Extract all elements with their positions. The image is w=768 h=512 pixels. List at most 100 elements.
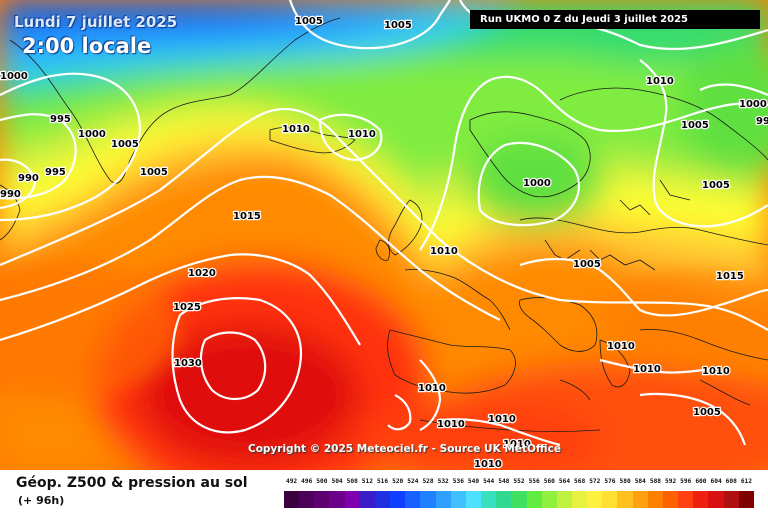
map-footer: Géop. Z500 & pression au sol (+ 96h) 492… xyxy=(0,470,768,512)
legend-color-cell xyxy=(541,491,557,508)
legend-label: 520 xyxy=(392,478,404,485)
isobar-label: 1005 xyxy=(111,139,139,150)
legend-color-cell xyxy=(511,491,527,508)
model-run-label: Run UKMO 0 Z du Jeudi 3 juillet 2025 xyxy=(470,10,760,29)
isobar-label: 1000 xyxy=(78,129,106,140)
legend-label: 508 xyxy=(346,478,358,485)
legend-color-cell xyxy=(678,491,694,508)
legend-label: 576 xyxy=(604,478,616,485)
isobar-label: 1005 xyxy=(384,20,412,31)
legend-label: 544 xyxy=(483,478,495,485)
legend-color-cell xyxy=(587,491,603,508)
legend-label: 524 xyxy=(407,478,419,485)
isobar-label: 995 xyxy=(45,167,66,178)
legend-label: 572 xyxy=(589,478,601,485)
legend-label: 496 xyxy=(301,478,313,485)
legend-label: 608 xyxy=(725,478,737,485)
legend-label: 512 xyxy=(361,478,373,485)
isobar-labels: 1005 1005 1000 995 1000 1005 1005 990 99… xyxy=(0,15,768,470)
isobar-label: 1010 xyxy=(503,439,531,450)
isobar-label: 990 xyxy=(0,189,21,200)
legend-labels: 492 496 500 504 508 512 516 520 524 528 532 536 540 5… xyxy=(284,478,754,489)
isobar-label: 1010 xyxy=(437,419,465,430)
isobar-label: 1000 xyxy=(0,71,28,82)
isobar-label: 99 xyxy=(756,116,768,127)
legend-color-cell xyxy=(314,491,330,508)
legend-color-cell xyxy=(617,491,633,508)
legend-color-cell xyxy=(647,491,663,508)
forecast-time: 2:00 locale xyxy=(22,34,152,58)
legend-label: 592 xyxy=(665,478,677,485)
legend-label: 532 xyxy=(437,478,449,485)
legend-label: 588 xyxy=(649,478,662,485)
isobar-label: 990 xyxy=(18,173,39,184)
legend-color-cell xyxy=(632,491,648,508)
legend-label: 552 xyxy=(513,478,525,485)
legend-label: 500 xyxy=(316,478,328,485)
legend-label: 504 xyxy=(331,478,343,485)
isobar-label: 1000 xyxy=(739,99,767,110)
legend-color-cell xyxy=(344,491,360,508)
legend-color-cell xyxy=(723,491,739,508)
legend-color-cell xyxy=(738,491,754,508)
isobar-label: 1030 xyxy=(174,358,202,369)
isobar-label: 1010 xyxy=(348,129,376,140)
isobar-label: 1005 xyxy=(693,407,721,418)
legend-label: 612 xyxy=(740,478,752,485)
isobar-label: 1005 xyxy=(681,120,709,131)
isobar-label: 1010 xyxy=(702,366,730,377)
isobars xyxy=(0,0,768,447)
legend-color-cell xyxy=(329,491,345,508)
coastlines xyxy=(0,17,768,432)
isobar-label: 1005 xyxy=(140,167,168,178)
legend-label: 584 xyxy=(634,478,646,485)
legend-label: 540 xyxy=(467,478,480,485)
legend-label: 560 xyxy=(543,478,555,485)
copyright-notice: Copyright © 2025 Meteociel.fr - Source U… xyxy=(248,443,561,455)
isobar-label: 1020 xyxy=(188,268,216,279)
legend-label: 564 xyxy=(558,478,571,485)
legend-label: 568 xyxy=(574,478,586,485)
legend-color-cell xyxy=(602,491,618,508)
legend-color-cell xyxy=(374,491,391,508)
legend-bar xyxy=(284,491,754,508)
field-title: Géop. Z500 & pression au sol xyxy=(16,475,248,491)
isobar-label: 1010 xyxy=(282,124,310,135)
legend-color-cell xyxy=(450,491,466,508)
isobar-label: 1000 xyxy=(523,178,551,189)
isobar-label: 1010 xyxy=(633,364,661,375)
legend-color-cell xyxy=(299,491,315,508)
isobar-label: 1015 xyxy=(716,271,744,282)
isobar-label: 1005 xyxy=(702,180,730,191)
forecast-lead-time: (+ 96h) xyxy=(18,494,65,507)
legend-label: 580 xyxy=(619,478,631,485)
legend-label: 600 xyxy=(695,478,707,485)
isobar-label: 1015 xyxy=(233,211,261,222)
legend-color-cell xyxy=(708,491,724,508)
map-canvas: 1005 1005 1000 995 1000 1005 1005 990 99… xyxy=(0,0,768,470)
legend-color-cell xyxy=(405,491,421,508)
isobar-label: 995 xyxy=(50,114,71,125)
legend-color-cell xyxy=(526,491,542,508)
legend-color-cell xyxy=(359,491,375,508)
legend-color-cell xyxy=(662,491,679,508)
legend-label: 556 xyxy=(528,478,540,485)
isobar-label: 1025 xyxy=(173,302,201,313)
legend-label: 604 xyxy=(710,478,722,485)
forecast-date: Lundi 7 juillet 2025 xyxy=(14,13,178,31)
legend-color-cell xyxy=(481,491,497,508)
legend-color-cell xyxy=(571,491,588,508)
isobar-label: 1010 xyxy=(430,246,458,257)
legend-label: 536 xyxy=(452,478,464,485)
legend-label: 596 xyxy=(680,478,692,485)
isobar-label: 1010 xyxy=(646,76,674,87)
legend-color-cell xyxy=(556,491,572,508)
legend-color-cell xyxy=(465,491,482,508)
legend-color-cell xyxy=(496,491,512,508)
legend-color-cell xyxy=(390,491,406,508)
legend-color-cell xyxy=(693,491,709,508)
legend-color-cell xyxy=(435,491,451,508)
isobar-label: 1010 xyxy=(488,414,516,425)
color-legend: 492 496 500 504 508 512 516 520 524 528 532 536 540 5… xyxy=(284,478,754,508)
